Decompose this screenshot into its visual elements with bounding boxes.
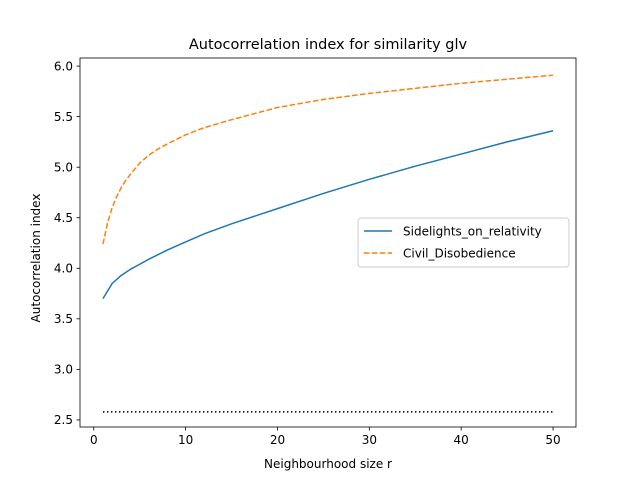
y-tick-label: 4.5 xyxy=(54,211,73,225)
x-tick-label: 0 xyxy=(90,433,98,447)
y-tick-label: 5.0 xyxy=(54,160,73,174)
x-axis-label: Neighbourhood size r xyxy=(264,457,392,471)
legend: Sidelights_on_relativity Civil_Disobedien… xyxy=(357,217,570,268)
plot-area xyxy=(102,74,554,413)
y-tick-label: 2.5 xyxy=(54,413,73,427)
y-axis-label: Autocorrelation index xyxy=(29,194,43,323)
x-tick-label: 30 xyxy=(362,433,377,447)
y-tick-label: 4.0 xyxy=(54,262,73,276)
legend-box xyxy=(357,217,570,268)
x-tick-label: 20 xyxy=(270,433,285,447)
series-line-1 xyxy=(102,74,554,245)
series-line-0 xyxy=(102,130,554,299)
x-tick-label: 50 xyxy=(545,433,560,447)
y-tick-label: 5.5 xyxy=(54,110,73,124)
x-tick-label: 40 xyxy=(454,433,469,447)
chart-title: Autocorrelation index for similarity glv xyxy=(189,37,468,53)
y-tick-label: 3.0 xyxy=(54,363,73,377)
axes-frame xyxy=(79,57,577,428)
legend-label: Civil_Disobedience xyxy=(403,246,516,260)
legend-label: Sidelights_on_relativity xyxy=(403,224,542,238)
y-tick-label: 6.0 xyxy=(54,59,73,73)
axes: 0 10 20 30 40 50 2.5 3.0 3.5 4.0 4.5 5.0 5.5 6.0 xyxy=(54,57,577,447)
y-tick-label: 3.5 xyxy=(54,312,73,326)
x-tick-label: 10 xyxy=(178,433,193,447)
